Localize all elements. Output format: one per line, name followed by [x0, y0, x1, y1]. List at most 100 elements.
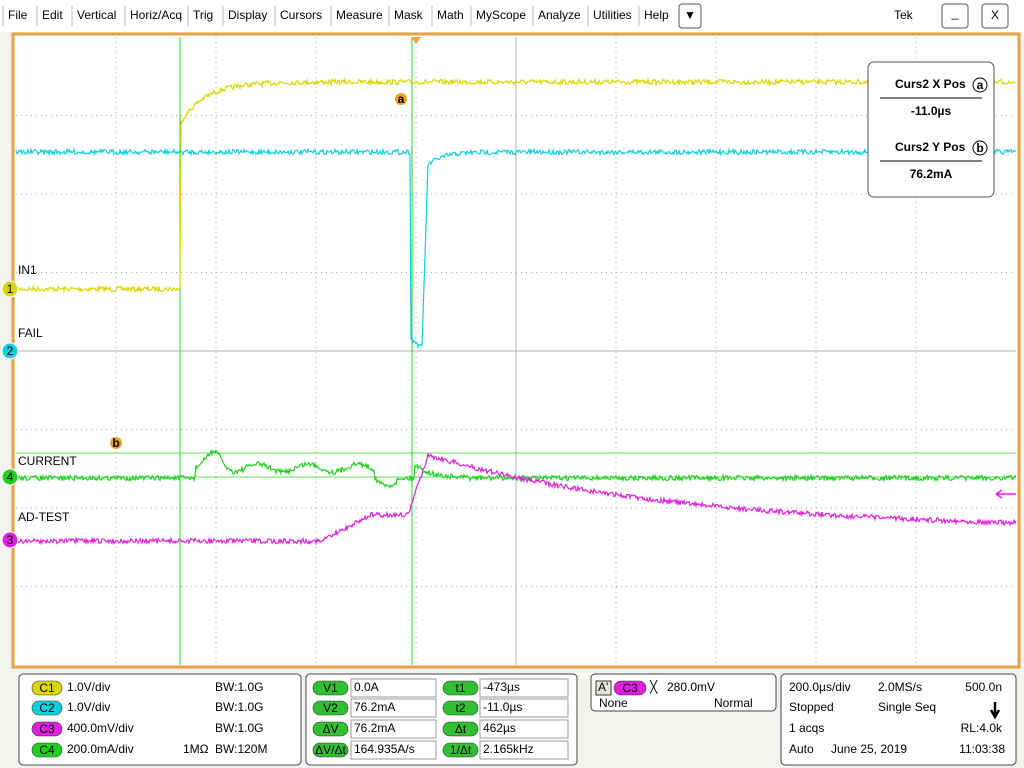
cursor-readout [867, 61, 995, 198]
info-panel[interactable] [18, 673, 302, 766]
menu-item[interactable]: Trig [193, 8, 213, 22]
menu-item[interactable]: Edit [42, 8, 63, 22]
acq-trigger-mode: Auto [789, 742, 814, 756]
menu-item[interactable]: Cursors [280, 8, 322, 22]
menu-item[interactable]: MyScope [476, 8, 526, 22]
dropdown-button[interactable] [678, 3, 702, 29]
channel-bandwidth: BW:120M [215, 742, 267, 756]
value-cell [479, 698, 569, 718]
menu-item[interactable]: Vertical [77, 8, 116, 22]
acq-time: 11:03:38 [959, 742, 1005, 756]
channel-marker [1, 468, 19, 486]
badge-label: Δt [455, 722, 467, 736]
channel-label: CURRENT [18, 454, 77, 468]
badge-label: C2 [39, 701, 55, 715]
measurement-value: 164.935A/s [354, 742, 415, 756]
channel-label: FAIL [18, 326, 43, 340]
dropdown-icon: ▼ [684, 8, 696, 22]
menu-item[interactable]: Help [644, 8, 669, 22]
acq-state-icon [989, 702, 1001, 720]
measurement-value: 76.2mA [354, 700, 395, 714]
acq-record-length: RL:4.0k [961, 721, 1003, 735]
channel-marker-label: 2 [7, 344, 14, 358]
measurement-value: -473µs [483, 680, 520, 694]
channel-marker [1, 342, 19, 360]
badge [442, 742, 479, 758]
readout-value: 76.2mA [910, 167, 953, 181]
channel-scale: 400.0mV/div [67, 721, 134, 735]
badge [31, 742, 63, 758]
menu-item[interactable]: Measure [336, 8, 383, 22]
brand: Tek [894, 8, 914, 22]
waveforms [15, 37, 1017, 665]
badge [31, 721, 63, 737]
badge-label: C4 [39, 743, 55, 757]
acq-sample-rate: 2.0MS/s [878, 680, 922, 694]
badge-label: t2 [455, 701, 465, 715]
channel-marker [1, 531, 19, 549]
badge-label: 1/Δt [450, 743, 472, 757]
cursor-marker [395, 93, 407, 105]
acq-state: Stopped [789, 700, 834, 714]
channel-scale: 200.0mA/div [67, 742, 134, 756]
trigger-mode: A' [598, 680, 608, 694]
menu-item[interactable]: Utilities [593, 8, 632, 22]
channel-label: IN1 [18, 263, 37, 277]
measurement-value: -11.0µs [483, 700, 522, 714]
menu-item[interactable]: Mask [394, 8, 424, 22]
readout-value: -11.0µs [911, 104, 952, 118]
value-cell [350, 740, 437, 760]
acq-resolution: 500.0n [965, 680, 1002, 694]
channel-bandwidth: BW:1.0G [215, 680, 263, 694]
value-cell [479, 678, 569, 698]
channel-bandwidth: BW:1.0G [215, 721, 263, 735]
badge-label: V2 [323, 701, 338, 715]
readout-marker: b [976, 141, 983, 155]
trigger-type: Normal [714, 696, 753, 710]
channel-impedance: 1MΩ [183, 742, 209, 756]
channel-label: AD-TEST [18, 510, 70, 524]
readout-marker-ring [972, 77, 988, 93]
badge-label: C3 [622, 681, 638, 695]
cursor-marker-label: a [398, 92, 405, 106]
value-cell [479, 719, 569, 739]
menu-bar [0, 0, 1024, 32]
trigger-level-arrow [995, 489, 1016, 499]
acq-count: 1 acqs [789, 721, 824, 735]
ui: File Edit Vertical Horiz/Acq Trig Display Curs… [1, 3, 1017, 766]
badge [312, 721, 349, 737]
badge [31, 700, 63, 716]
close-button[interactable] [981, 3, 1009, 29]
measurement-value: 2.165kHz [483, 742, 534, 756]
acq-time-div: 200.0µs/div [789, 680, 851, 694]
readout-label: Curs2 Y Pos [895, 140, 966, 154]
badge [31, 680, 63, 696]
menu-item[interactable]: Horiz/Acq [130, 8, 182, 22]
menu-item[interactable]: Math [437, 8, 464, 22]
trigger-level: 280.0mV [667, 680, 715, 694]
badge-label: V1 [323, 681, 338, 695]
menu-item[interactable]: Display [228, 8, 267, 22]
readout-label: Curs2 X Pos [895, 77, 966, 91]
close-icon: X [991, 8, 999, 22]
badge [613, 680, 647, 696]
menu-item[interactable]: Analyze [538, 8, 581, 22]
minimize-button[interactable] [941, 3, 969, 29]
value-cell [479, 740, 569, 760]
badge [442, 721, 479, 737]
channel-marker-label: 3 [7, 533, 14, 547]
waveform [15, 77, 1017, 294]
badge [442, 680, 479, 696]
badge [312, 680, 349, 696]
acq-sequence: Single Seq [878, 700, 936, 714]
menu-item[interactable]: File [8, 8, 28, 22]
measurement-value: 0.0A [354, 680, 379, 694]
channel-scale: 1.0V/div [67, 700, 110, 714]
channel-marker-label: 1 [7, 282, 14, 296]
value-cell [350, 698, 437, 718]
trigger-symbol: ╳ [649, 679, 658, 694]
badge [312, 742, 349, 758]
info-panel[interactable] [780, 673, 1017, 766]
measurement-value: 462µs [483, 721, 516, 735]
